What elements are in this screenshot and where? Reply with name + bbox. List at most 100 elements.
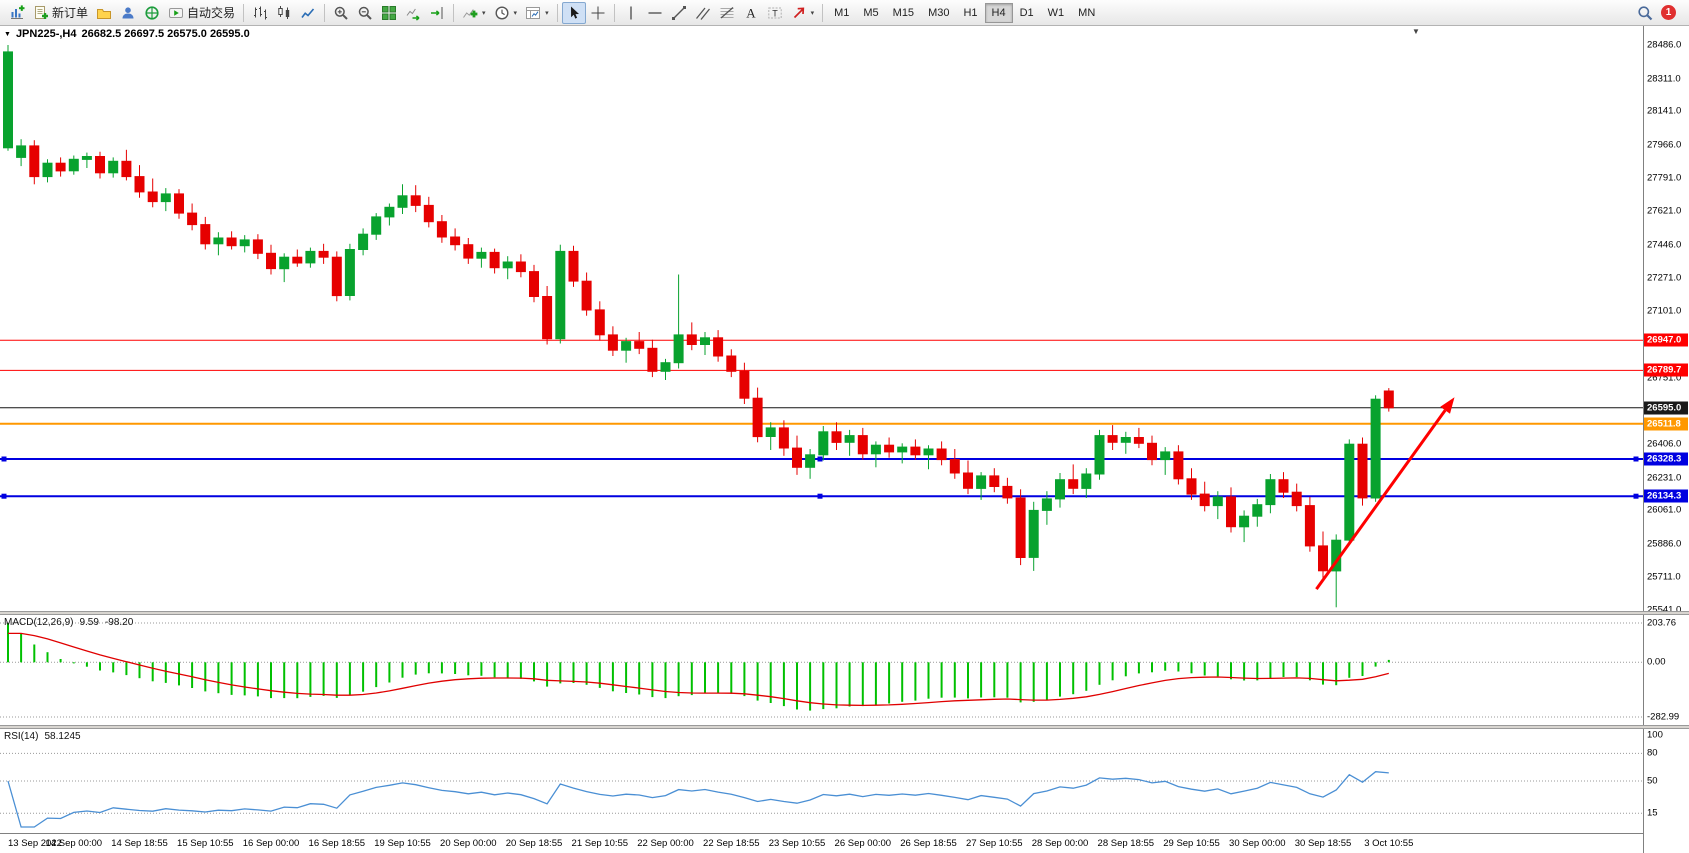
search-button[interactable] <box>1633 2 1657 24</box>
pane-separator[interactable] <box>0 725 1689 729</box>
candle[interactable] <box>1160 451 1171 461</box>
candle[interactable] <box>778 427 789 449</box>
candle[interactable] <box>752 397 763 438</box>
timeframe-button-W1[interactable]: W1 <box>1047 6 1065 19</box>
candle[interactable] <box>266 252 276 270</box>
candle[interactable] <box>1226 496 1236 528</box>
candle[interactable] <box>949 459 960 474</box>
candle[interactable] <box>870 444 881 455</box>
data-window-button[interactable] <box>140 2 164 24</box>
candle[interactable] <box>1081 473 1092 489</box>
trend-arrow[interactable] <box>1315 409 1447 590</box>
periods-button[interactable]: ▾ <box>490 2 522 24</box>
time-axis[interactable]: 13 Sep 2022 14 Sep 00:00 14 Sep 18:55 15 Se… <box>0 833 1643 853</box>
candle[interactable] <box>844 435 855 443</box>
candle[interactable] <box>476 251 487 259</box>
candle[interactable] <box>318 250 329 258</box>
candle[interactable] <box>1265 479 1276 506</box>
candle[interactable] <box>542 296 553 340</box>
candlestick-button[interactable] <box>272 2 296 24</box>
candle[interactable] <box>1173 451 1184 480</box>
new-chart-button[interactable] <box>5 2 29 24</box>
candle[interactable] <box>660 362 671 372</box>
timeframe-button-D1[interactable]: D1 <box>1019 6 1034 19</box>
candle[interactable] <box>963 472 973 489</box>
candle[interactable] <box>634 341 645 349</box>
chart-shift-marker-icon[interactable]: ▼ <box>1412 27 1420 36</box>
candle[interactable] <box>726 355 737 372</box>
candle[interactable] <box>1186 478 1197 495</box>
line-handle[interactable] <box>1 493 7 499</box>
timeframe-button-H1[interactable]: H1 <box>963 6 978 19</box>
templates-button[interactable]: ▾ <box>521 2 553 24</box>
candle[interactable] <box>1318 545 1328 572</box>
candle[interactable] <box>1304 505 1315 547</box>
candle[interactable] <box>410 195 421 206</box>
candle[interactable] <box>818 431 829 456</box>
candle[interactable] <box>200 224 211 245</box>
line-handle[interactable] <box>1633 456 1639 462</box>
arrows-button[interactable]: ▾ <box>787 2 819 24</box>
candle[interactable] <box>923 448 934 456</box>
candle[interactable] <box>1055 479 1065 500</box>
indicators-button[interactable]: ▾ <box>458 2 490 24</box>
zoom-out-button[interactable] <box>353 2 377 24</box>
auto-scroll-button[interactable] <box>401 2 425 24</box>
candle[interactable] <box>174 193 184 214</box>
candle[interactable] <box>1094 435 1105 475</box>
candle[interactable] <box>331 256 342 297</box>
candle[interactable] <box>1107 435 1118 443</box>
candle[interactable] <box>594 309 605 336</box>
candle[interactable] <box>463 244 474 259</box>
candle[interactable] <box>489 251 500 269</box>
candle[interactable] <box>436 221 447 238</box>
timeframe-button-M15[interactable]: M15 <box>892 6 915 19</box>
notification-badge[interactable]: 1 <box>1661 5 1676 20</box>
dropdown-arrow-icon[interactable]: ▾ <box>513 9 518 17</box>
candle[interactable] <box>292 256 303 264</box>
crosshair-button[interactable] <box>586 2 610 24</box>
chart-shift-button[interactable] <box>425 2 449 24</box>
price-scale[interactable]: 28486.0 28311.0 28141.0 27966.0 27791.0 27621… <box>1643 26 1689 853</box>
candle[interactable] <box>607 334 618 351</box>
candle[interactable] <box>55 162 66 172</box>
candle[interactable] <box>621 341 632 351</box>
candle[interactable] <box>515 261 526 273</box>
line-handle[interactable] <box>1 456 7 462</box>
candle[interactable] <box>581 280 592 311</box>
candle[interactable] <box>384 206 395 218</box>
candle[interactable] <box>423 204 434 223</box>
candle[interactable] <box>1383 390 1394 409</box>
candle[interactable] <box>108 160 119 174</box>
candle[interactable] <box>68 158 79 172</box>
timeframe-button-M1[interactable]: M1 <box>834 6 850 19</box>
line-handle[interactable] <box>1633 493 1639 499</box>
candle[interactable] <box>397 195 408 208</box>
bar-chart-button[interactable] <box>248 2 272 24</box>
candle[interactable] <box>792 447 802 468</box>
candle[interactable] <box>358 233 369 250</box>
candle[interactable] <box>739 370 750 399</box>
trendline-button[interactable] <box>667 2 691 24</box>
dropdown-arrow-icon[interactable]: ▾ <box>810 9 815 17</box>
candle[interactable] <box>344 249 355 296</box>
candle[interactable] <box>1120 437 1131 443</box>
candle[interactable] <box>213 237 224 245</box>
candle[interactable] <box>1212 496 1223 507</box>
channel-button[interactable] <box>691 2 715 24</box>
candle[interactable] <box>81 156 92 160</box>
candle[interactable] <box>1278 479 1289 493</box>
candle[interactable] <box>1041 498 1052 511</box>
candle[interactable] <box>1239 515 1250 528</box>
candle[interactable] <box>673 334 684 364</box>
candle[interactable] <box>700 337 710 345</box>
candle[interactable] <box>647 347 658 372</box>
tile-windows-button[interactable] <box>377 2 401 24</box>
timeframe-button-MN[interactable]: MN <box>1078 6 1096 19</box>
line-chart-button[interactable] <box>296 2 320 24</box>
candle[interactable] <box>989 475 1000 487</box>
profiles-button[interactable] <box>92 2 116 24</box>
dropdown-arrow-icon[interactable]: ▾ <box>545 9 549 17</box>
candle[interactable] <box>502 261 513 269</box>
auto-trading-button[interactable]: 自动交易 <box>164 2 239 24</box>
